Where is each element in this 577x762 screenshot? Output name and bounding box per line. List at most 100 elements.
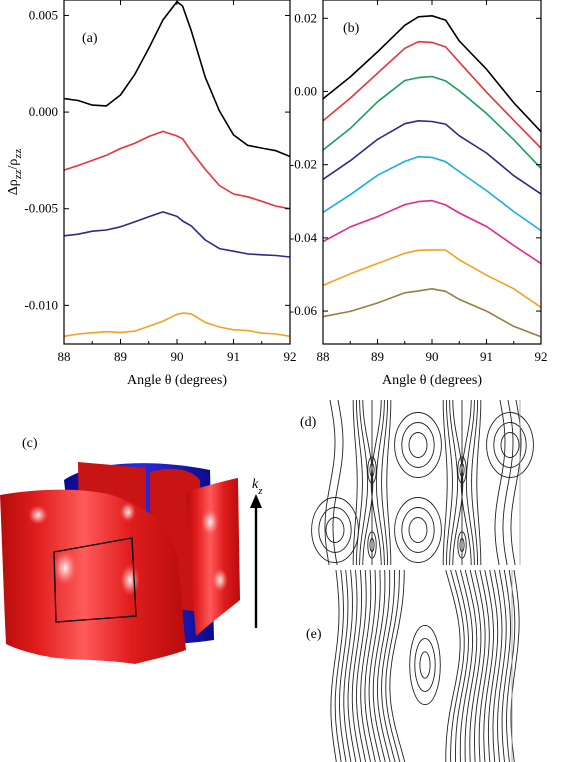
y-tick-label: -0.02 (290, 157, 317, 172)
panel-a-chart: 88 89 90 91 92 0.005 0.000 -0.005 -0.010 (a) Ang… (6, 0, 297, 388)
panel-b-label: (b) (343, 21, 360, 36)
contour-loop (409, 624, 441, 706)
sheet-highlight (120, 502, 136, 522)
x-tick-label: 89 (371, 349, 384, 364)
contour-line (476, 400, 482, 565)
panel-b-xlabel: Angle θ (degrees) (382, 373, 482, 388)
y-tick-label: 0.02 (294, 10, 317, 25)
contour-line (449, 399, 459, 566)
contour-line (385, 570, 401, 762)
series-line-7 (323, 249, 541, 309)
contour-loop (408, 432, 428, 458)
x-tick-label: 88 (317, 349, 330, 364)
panel-b-series-group (323, 15, 541, 338)
contour-line (389, 570, 406, 762)
panel-c-label: (c) (22, 436, 38, 451)
panel-a-ylabel: Δρzz/ρzz (6, 149, 24, 196)
panel-a-ticks: 88 89 90 91 92 0.005 0.000 -0.005 -0.010 (24, 0, 297, 364)
contour-line (465, 399, 475, 566)
contour-line (464, 569, 478, 762)
x-tick-label: 90 (171, 349, 184, 364)
panel-d-contours: (d) (300, 399, 534, 566)
y-tick-label: 0.000 (29, 104, 58, 119)
contour-loop (493, 422, 527, 468)
contour-loop (457, 456, 467, 484)
panel-a-xlabel: Angle θ (degrees) (127, 373, 227, 388)
contour-line (502, 399, 514, 566)
contour-loop (367, 456, 377, 484)
contour-loop (408, 517, 428, 543)
contour-loop (459, 462, 465, 478)
series-line-6 (323, 199, 541, 265)
contour-line (483, 569, 494, 762)
x-tick-label: 89 (114, 349, 127, 364)
panel-b-ticks: 88 89 90 91 92 0.02 0.00 -0.02 -0.04 -0.06 (290, 0, 548, 364)
contour-line (497, 569, 507, 762)
brillouin-zone-outline (53, 537, 137, 623)
contour-line (501, 569, 511, 762)
contour-line (359, 399, 369, 566)
x-tick-label: 92 (284, 349, 297, 364)
contour-line (471, 399, 479, 566)
contour-line (450, 569, 465, 762)
series-line-4 (64, 312, 290, 338)
contour-line (330, 569, 340, 762)
contour-line (459, 569, 473, 762)
contour-line (510, 399, 522, 566)
contour-loop (457, 531, 467, 559)
contour-line (351, 569, 363, 762)
contour-line (332, 399, 344, 566)
contour-line (445, 569, 461, 762)
red-sheet-right (186, 478, 240, 636)
sheet-highlight (120, 564, 140, 596)
contour-loop (414, 638, 436, 692)
panel-d-contour-lines (311, 399, 534, 566)
sheet-highlight (201, 508, 219, 536)
contour-line (381, 399, 389, 566)
x-tick-label: 91 (227, 349, 240, 364)
contour-line (347, 569, 358, 762)
series-line-5 (323, 155, 541, 232)
panel-e-label: (e) (306, 627, 322, 642)
contour-line (375, 399, 385, 566)
contour-line (492, 569, 503, 762)
series-line-3 (323, 75, 541, 169)
series-line-2 (64, 130, 290, 210)
contour-loop (401, 422, 435, 468)
contour-loop (394, 497, 442, 563)
contour-loop (311, 497, 359, 563)
panel-a-series-group (64, 0, 290, 338)
contour-line (356, 569, 367, 762)
y-tick-label: -0.04 (290, 230, 318, 245)
contour-loop (419, 651, 431, 679)
panel-a-label: (a) (82, 31, 98, 46)
panel-b-chart: 88 89 90 91 92 0.02 0.00 -0.02 -0.04 -0.06 (b) An… (290, 0, 548, 388)
contour-line (364, 569, 376, 762)
kz-label: kz (252, 477, 263, 497)
contour-line (478, 569, 490, 762)
contour-line (445, 399, 453, 566)
contour-line (474, 569, 486, 762)
sheet-highlight (53, 550, 77, 586)
panel-d-label: (d) (300, 415, 317, 430)
contour-line (455, 569, 469, 762)
series-line-4 (323, 120, 541, 195)
contour-line (368, 569, 381, 762)
contour-line (352, 400, 358, 565)
contour-line (381, 570, 396, 762)
sheet-highlight (28, 505, 48, 525)
kz-arrowhead-icon (250, 494, 262, 508)
contour-loop (318, 507, 352, 553)
contour-line (442, 400, 448, 565)
series-line-1 (323, 15, 541, 133)
x-tick-label: 88 (58, 349, 71, 364)
contour-line (386, 400, 392, 565)
y-tick-label: -0.06 (290, 303, 318, 318)
series-line-8 (323, 288, 541, 338)
contour-line (339, 569, 349, 762)
contour-loop (369, 462, 375, 478)
x-tick-label: 92 (535, 349, 548, 364)
contour-line (510, 569, 520, 762)
x-tick-label: 90 (426, 349, 439, 364)
